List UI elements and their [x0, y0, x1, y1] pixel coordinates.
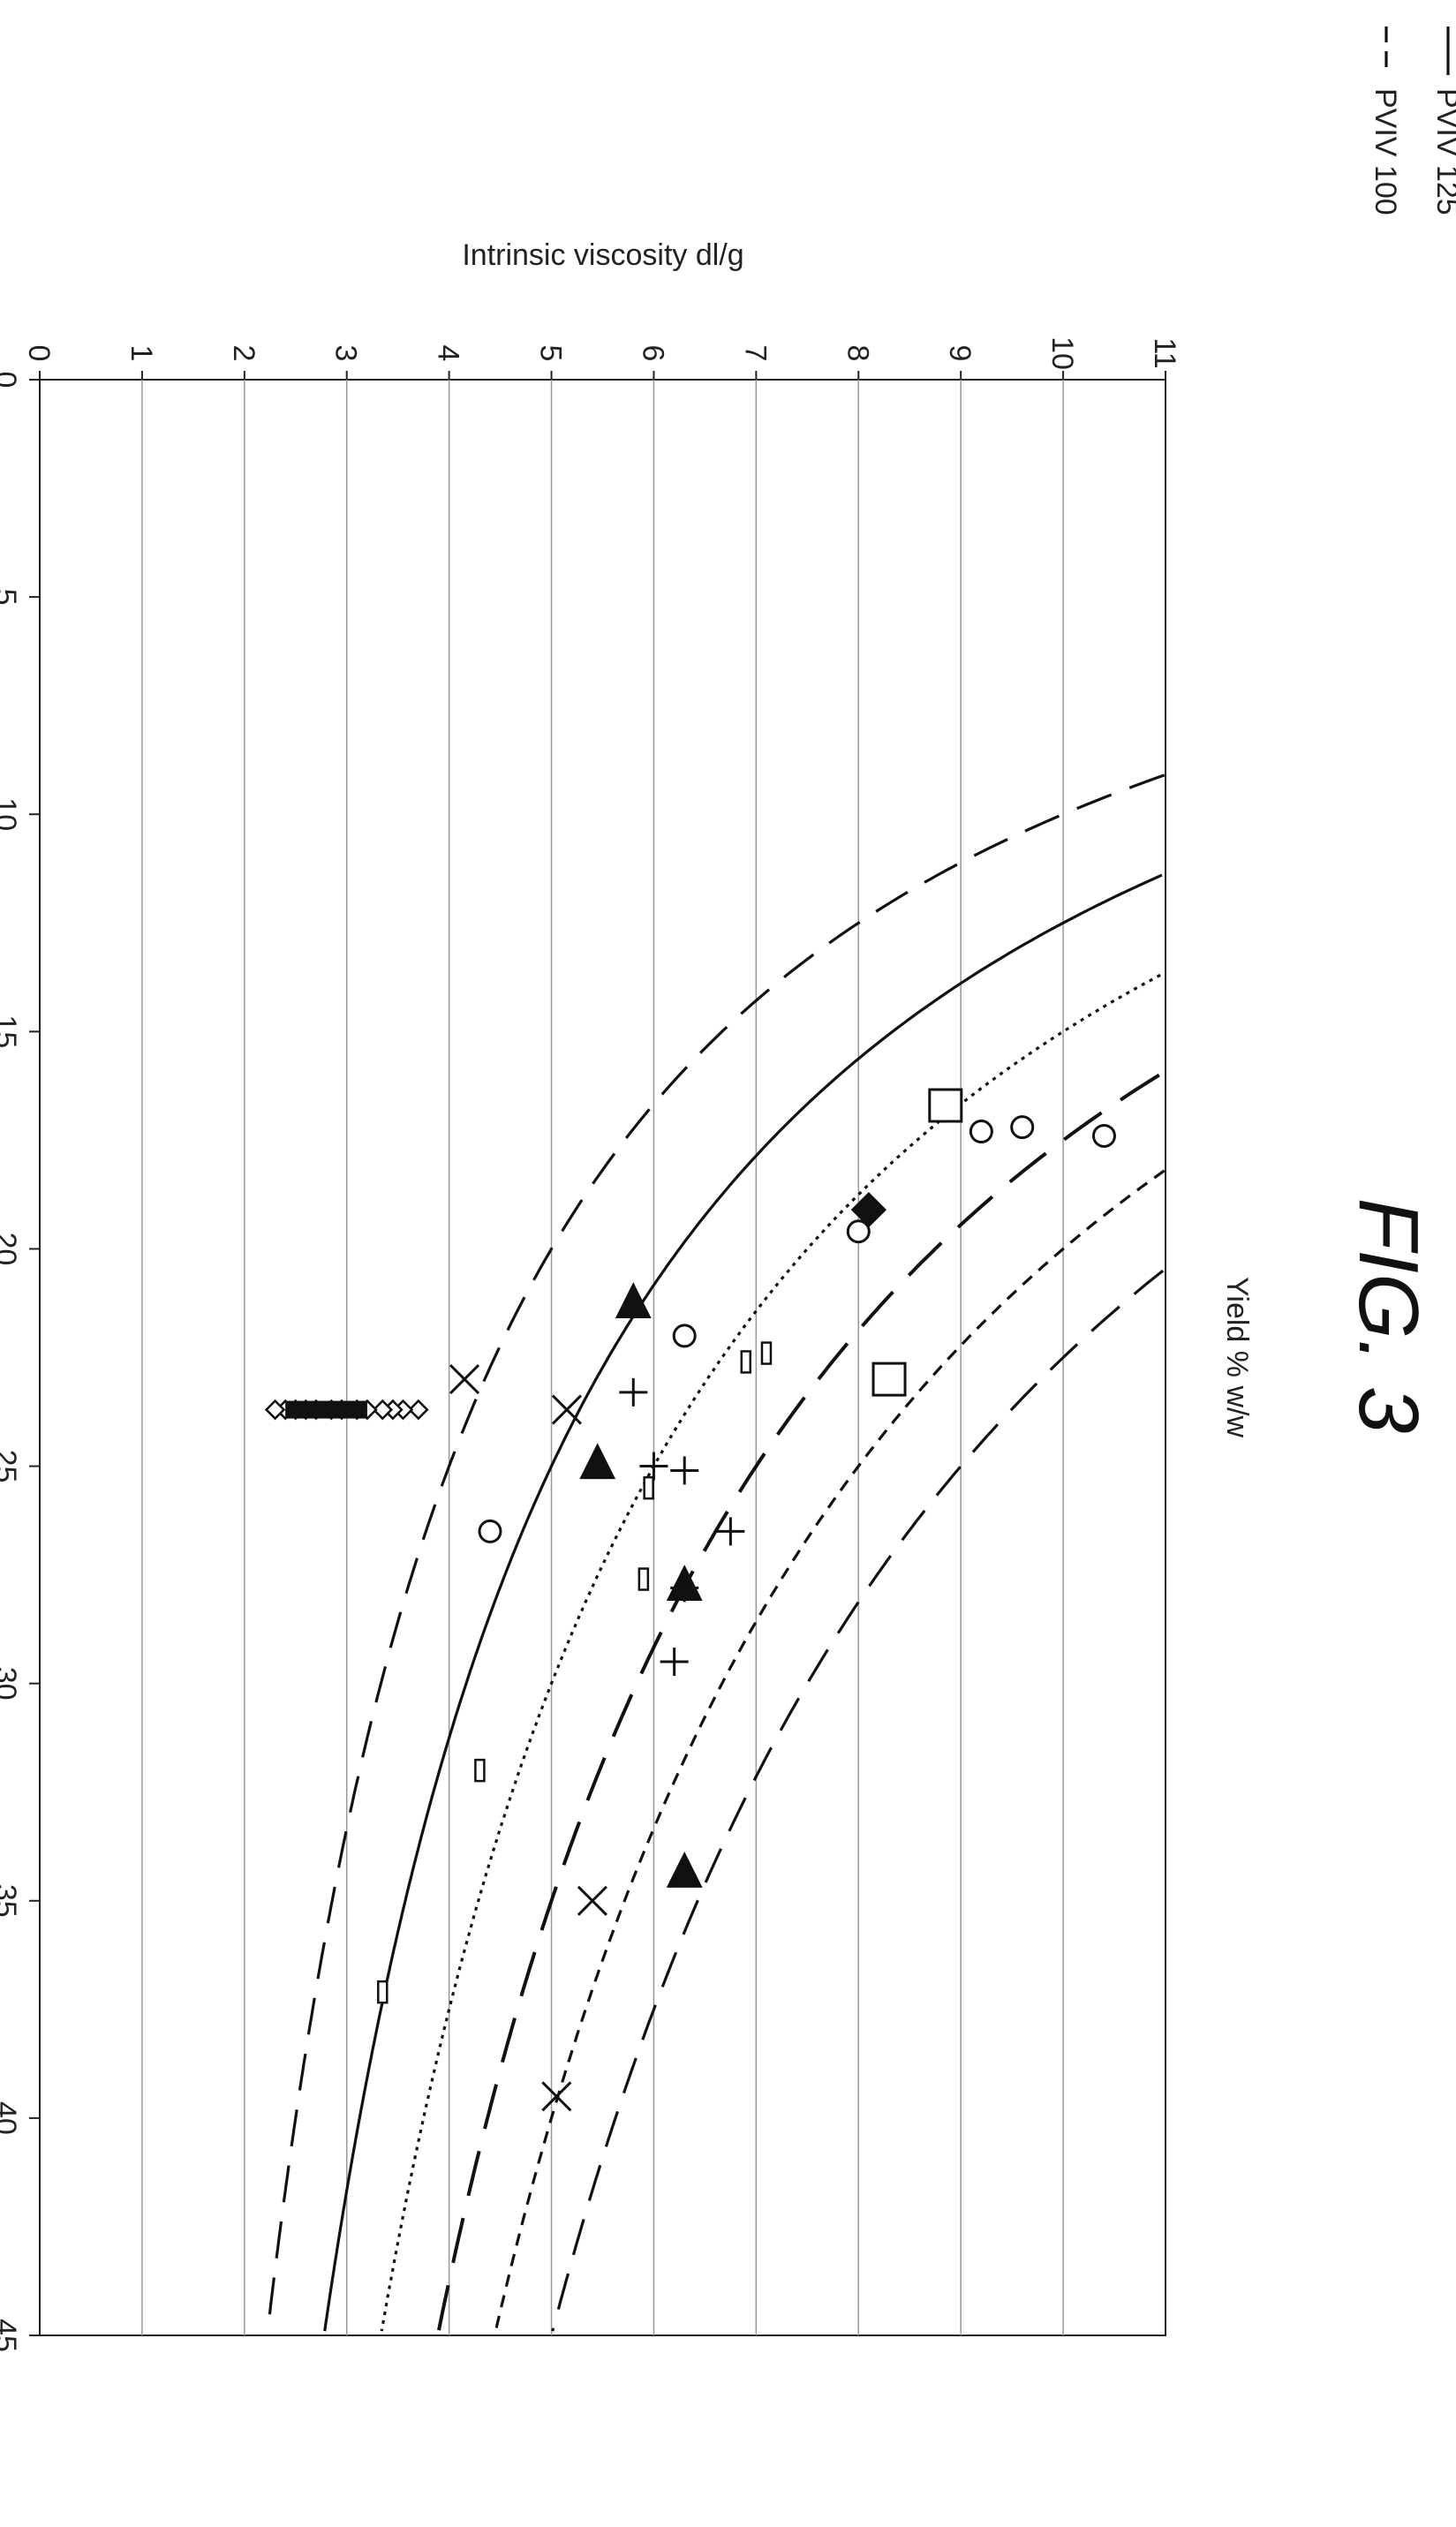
point-a [850, 1192, 886, 1228]
point-b [928, 1088, 963, 1123]
point-b [871, 1362, 907, 1397]
point-e [639, 1452, 668, 1481]
point-g [672, 1324, 697, 1348]
point-g [846, 1219, 871, 1244]
point-cluster [285, 1400, 367, 1419]
point-f [760, 1341, 773, 1365]
point-e [660, 1648, 689, 1677]
point-e [619, 1377, 648, 1407]
curve-pviv-125 [323, 873, 1163, 2332]
legend-entry: PVIV 125 [1430, 26, 1456, 215]
point-c [615, 1282, 652, 1319]
curve-layer [266, 773, 1166, 2332]
figure-caption: FIG. 3 [1341, 1198, 1436, 1434]
point-d [551, 1394, 582, 1425]
point-f [377, 1980, 389, 2004]
curve-pviv-225 [551, 1269, 1165, 2332]
x-tick-label: 40 [0, 2101, 22, 2135]
point-e [670, 1573, 699, 1603]
point-f [637, 1567, 650, 1591]
curve-pviv-200 [494, 1169, 1166, 2332]
point-g [969, 1120, 993, 1144]
y-tick-label: 11 [1148, 337, 1181, 368]
curve-pviv-100 [266, 773, 1166, 2332]
x-tick-label: 20 [0, 1233, 22, 1266]
point-g [1091, 1123, 1116, 1148]
x-tick-label: 15 [0, 1015, 22, 1048]
point-e [670, 1456, 699, 1485]
point-g [478, 1519, 502, 1543]
x-tick-labels: 0 5 10 15 20 25 30 35 40 45 [0, 372, 22, 2352]
x-tick-label: 30 [0, 1667, 22, 1701]
curve-pviv-150 [380, 973, 1161, 2332]
x-tick-label: 45 [0, 2319, 22, 2352]
point-f [643, 1475, 654, 1500]
y-tick-label: 6 [636, 345, 669, 362]
legend-entry: PVIV 100 [1369, 26, 1402, 215]
point-c [666, 1851, 703, 1888]
point-d [449, 1364, 480, 1395]
y-tick-label: 2 [227, 345, 260, 362]
y-tick-label: 8 [841, 345, 874, 362]
point-layer [264, 1088, 1116, 2112]
curve-pviv-175 [436, 1073, 1160, 2332]
x-tick-label: 25 [0, 1450, 22, 1483]
point-f [474, 1758, 486, 1783]
legend-label: PVIV 125 [1430, 88, 1456, 215]
y-tick-label: 1 [124, 345, 158, 362]
x-axis-title: Yield % w/w [1220, 1277, 1254, 1437]
x-tick-label: 0 [0, 372, 22, 388]
point-d [577, 1885, 607, 1916]
point-h [264, 1399, 286, 1421]
y-tick-labels: 0 1 2 3 4 5 6 7 8 9 10 11 [22, 336, 1181, 370]
grid-lines [29, 371, 1166, 2336]
y-tick-label: 5 [534, 345, 568, 362]
x-tick-label: 5 [0, 589, 22, 606]
x-tick-label: 35 [0, 1884, 22, 1918]
y-tick-label: 0 [22, 345, 56, 362]
y-tick-label: 7 [738, 345, 772, 362]
legend-label: PVIV 100 [1369, 88, 1402, 215]
plot-area [39, 379, 1166, 2336]
point-f [740, 1350, 752, 1374]
point-g [1010, 1115, 1035, 1140]
point-c [579, 1443, 616, 1480]
point-e [716, 1517, 745, 1546]
y-tick-label: 10 [1045, 336, 1079, 370]
point-d [541, 2081, 572, 2112]
y-tick-label: 9 [943, 345, 977, 362]
x-tick-label: 10 [0, 797, 22, 831]
y-axis-title: Intrinsic viscosity dl/g [462, 238, 743, 272]
y-tick-label: 3 [329, 345, 363, 362]
y-tick-label: 4 [432, 345, 465, 362]
